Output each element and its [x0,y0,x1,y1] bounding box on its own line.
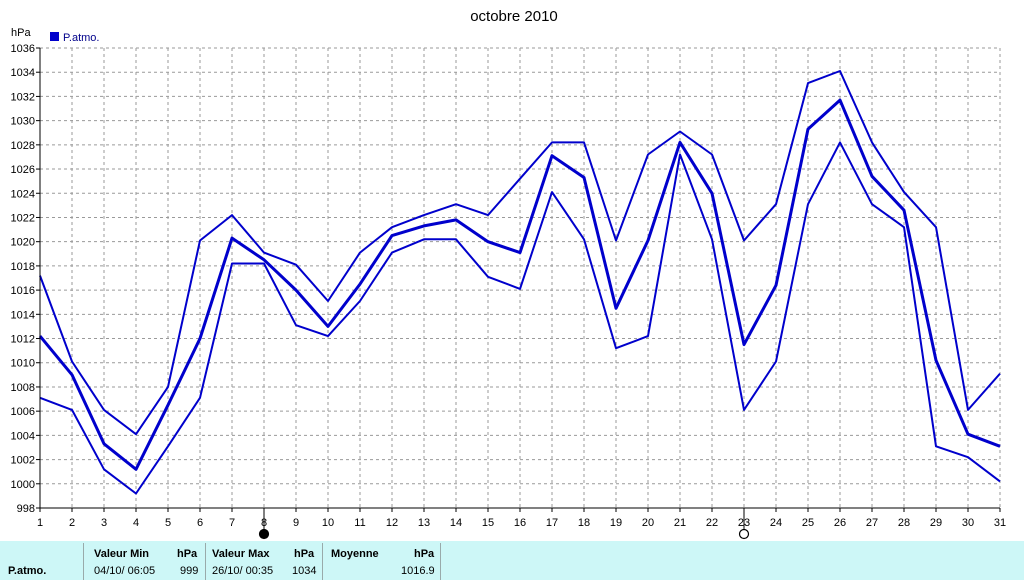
x-tick-label: 20 [642,517,654,529]
pressure-chart: octobre 2010 hPa P.atmo. 998 1000 1002 1004… [11,8,1006,540]
x-tick-label: 11 [354,517,365,529]
y-tick-label: 998 [17,503,35,515]
y-tick-label: 1010 [11,358,35,370]
y-tick-label: 1020 [11,237,35,249]
y-tick-label: 1006 [11,406,35,418]
y-tick-label: 1028 [11,140,35,152]
legend-label: P.atmo. [63,32,100,44]
series-mean-line [38,98,1001,471]
y-tick-label: 1022 [11,212,35,224]
full-moon-icon [258,528,270,540]
y-tick-label: 1014 [11,309,35,321]
max-value: 1034 [292,565,317,577]
x-tick-label: 7 [229,517,235,529]
x-tick-label: 26 [834,517,846,529]
x-tick-label: 18 [578,517,590,529]
x-tick-label: 19 [610,517,622,529]
y-tick-label: 1016 [11,285,35,297]
y-tick-label: 1004 [11,430,35,442]
y-tick-label: 1026 [11,164,35,176]
max-date: 26/10/ 00:35 [212,565,274,577]
avg-unit: hPa [414,548,435,560]
y-tick-label: 1018 [11,261,35,273]
avg-value: 1016.9 [401,565,435,577]
stats-row-label: P.atmo. [8,565,47,577]
x-tick-label: 3 [101,517,107,529]
y-tick-label: 1030 [11,116,35,128]
y-tick-label: 1000 [11,479,35,491]
stats-panel: P.atmo. Valeur Min hPa 04/10/ 06:05 999 … [0,541,1024,580]
y-tick-label: 1012 [11,334,35,346]
max-header: Valeur Max [212,548,270,560]
x-tick-label: 30 [962,517,974,529]
y-tick-label: 1002 [11,455,35,467]
x-tick-label: 1 [37,517,43,529]
y-tick-label: 1036 [11,43,35,55]
min-date: 04/10/ 06:05 [94,565,156,577]
y-tick-label: 1024 [11,188,35,200]
x-tick-label: 21 [674,517,686,529]
min-value: 999 [180,565,199,577]
x-tick-label: 13 [418,517,430,529]
x-tick-label: 10 [322,517,334,529]
chart-title: octobre 2010 [470,8,558,25]
y-tick-label: 1034 [11,67,35,79]
x-tick-label: 25 [802,517,814,529]
y-tick-label: 1032 [11,91,35,103]
x-tick-label: 15 [482,517,494,529]
x-tick-label: 29 [930,517,942,529]
series-max-line [39,70,1001,436]
y-tick-label: 1008 [11,382,35,394]
x-tick-label: 17 [546,517,558,529]
x-tick-label: 31 [994,517,1006,529]
min-unit: hPa [177,548,198,560]
new-moon-icon [738,528,750,540]
x-tick-label: 5 [165,517,171,529]
x-tick-label: 6 [197,517,203,529]
x-tick-label: 28 [898,517,910,529]
min-header: Valeur Min [94,548,150,560]
stats-separator [322,543,323,580]
legend-swatch [50,32,59,41]
max-unit: hPa [294,548,315,560]
x-tick-label: 14 [450,517,462,529]
x-tick-label: 2 [69,517,75,529]
y-axis-unit: hPa [11,27,31,39]
x-tick-label: 9 [293,517,299,529]
x-tick-label: 12 [386,517,398,529]
stats-separator [440,543,441,580]
x-tick-label: 4 [133,517,139,529]
x-tick-label: 27 [866,517,878,529]
avg-header: Moyenne [331,548,379,560]
x-tick-label: 22 [706,517,718,529]
x-tick-label: 24 [770,517,782,529]
x-tick-label: 16 [514,517,526,529]
stats-separator [205,543,206,580]
series-min-line [39,141,1001,495]
stats-separator [83,543,84,580]
